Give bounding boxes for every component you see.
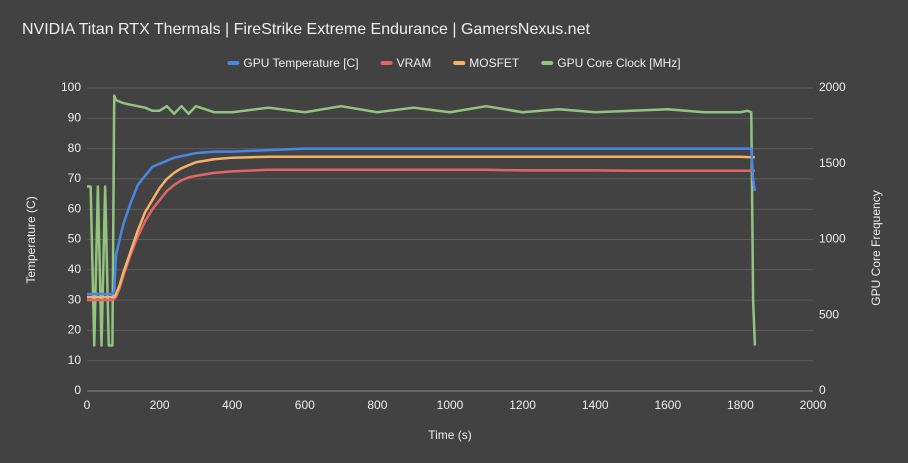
y-tick-label: 50 — [68, 232, 82, 246]
series-line — [87, 147, 757, 296]
y-axis-title: Temperature (C) — [24, 196, 38, 283]
legend-label: VRAM — [397, 56, 432, 70]
x-tick-label: 200 — [150, 398, 170, 412]
y-tick-label: 100 — [61, 80, 81, 94]
y-tick-label: 90 — [68, 110, 82, 124]
x-tick-label: 800 — [367, 398, 387, 412]
legend-label: GPU Core Clock [MHz] — [557, 56, 680, 70]
y-tick-label: 60 — [68, 201, 82, 215]
legend-swatch — [541, 61, 554, 65]
y-tick-label: 10 — [68, 353, 82, 367]
y2-tick-label: 1000 — [819, 232, 846, 246]
x-tick-label: 600 — [295, 398, 315, 412]
y2-tick-label: 1500 — [819, 156, 846, 170]
x-tick-label: 1400 — [582, 398, 609, 412]
series-line — [87, 94, 757, 347]
series-line — [87, 168, 755, 302]
y-tick-label: 0 — [74, 383, 81, 397]
legend-label: GPU Temperature [C] — [243, 56, 358, 70]
x-axis-title: Time (s) — [428, 428, 472, 442]
y-tick-label: 20 — [68, 323, 82, 337]
y2-axis-title: GPU Core Frequency — [869, 190, 883, 305]
x-tick-label: 0 — [84, 398, 91, 412]
y2-tick-label: 0 — [819, 383, 826, 397]
series-line — [87, 155, 755, 299]
x-tick-label: 1600 — [654, 398, 681, 412]
legend-swatch — [227, 61, 240, 65]
legend-swatch — [453, 61, 466, 65]
x-tick-label: 2000 — [800, 398, 827, 412]
y-tick-label: 30 — [68, 292, 82, 306]
y-tick-label: 80 — [68, 141, 82, 155]
x-tick-label: 1000 — [437, 398, 464, 412]
legend-label: MOSFET — [469, 56, 520, 70]
x-tick-label: 1800 — [727, 398, 754, 412]
y2-tick-label: 2000 — [819, 80, 846, 94]
x-tick-label: 1200 — [509, 398, 536, 412]
legend-swatch — [380, 61, 393, 65]
chart-title: NVIDIA Titan RTX Thermals | FireStrike E… — [22, 21, 590, 38]
y-tick-label: 70 — [68, 171, 82, 185]
y-tick-label: 40 — [68, 262, 82, 276]
x-tick-label: 400 — [222, 398, 242, 412]
y2-tick-label: 500 — [819, 307, 839, 321]
